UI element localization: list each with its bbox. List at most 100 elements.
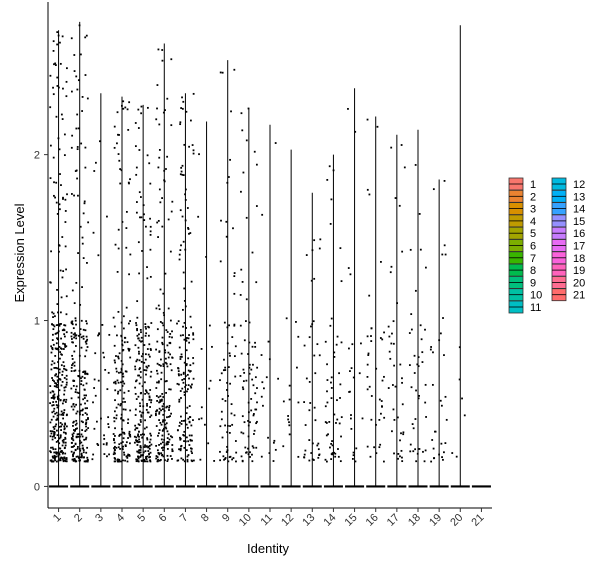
data-point (85, 394, 87, 397)
data-point (171, 356, 174, 359)
violin-group-4 (112, 96, 132, 488)
data-point (325, 434, 328, 437)
x-tick-label-3: 3 (93, 512, 106, 525)
data-point (70, 450, 73, 453)
data-point (418, 448, 421, 450)
data-point (56, 76, 59, 79)
data-point (184, 338, 187, 341)
data-point (265, 376, 268, 379)
data-point (50, 397, 53, 399)
data-point (185, 423, 188, 426)
data-point (136, 329, 138, 332)
data-point (330, 317, 333, 320)
data-point (124, 459, 126, 462)
data-point (59, 357, 61, 360)
data-point (155, 444, 158, 447)
data-point (226, 445, 228, 448)
data-point (183, 419, 185, 422)
data-point (53, 385, 56, 388)
data-point (56, 338, 59, 341)
data-point (349, 273, 352, 276)
data-point (389, 357, 392, 360)
data-point (74, 448, 77, 451)
data-point (149, 432, 152, 435)
data-point (135, 427, 138, 430)
data-point (74, 423, 77, 426)
data-point (52, 448, 55, 451)
data-point (52, 456, 54, 459)
data-point (145, 456, 147, 458)
data-point (52, 93, 55, 96)
data-point (155, 409, 158, 412)
data-point (128, 273, 130, 276)
data-point (248, 341, 251, 344)
data-point (182, 308, 184, 311)
data-point (55, 400, 58, 403)
data-point (224, 369, 227, 371)
data-point (233, 355, 236, 358)
data-point (434, 430, 436, 433)
data-point (355, 447, 358, 450)
data-point (165, 391, 167, 394)
data-point (52, 316, 54, 319)
data-point (73, 361, 76, 364)
data-point (166, 448, 169, 450)
data-point (137, 374, 140, 377)
data-point (143, 361, 146, 364)
jitter-points-14 (324, 165, 343, 463)
data-point (370, 418, 373, 421)
data-point (138, 350, 140, 353)
data-point (52, 404, 55, 406)
data-point (133, 441, 136, 444)
data-point (164, 459, 166, 462)
data-point (49, 281, 52, 284)
data-point (63, 456, 66, 459)
data-point (316, 343, 319, 346)
data-point (156, 328, 159, 331)
data-point (179, 436, 181, 439)
data-point (59, 458, 62, 461)
data-point (247, 420, 249, 422)
data-point (85, 322, 88, 325)
data-point (81, 96, 84, 98)
data-point (148, 343, 151, 346)
data-point (52, 395, 55, 398)
data-point (461, 397, 463, 400)
data-point (120, 381, 122, 384)
data-point (249, 456, 251, 458)
data-point (348, 347, 350, 350)
data-point (79, 53, 82, 56)
data-point (158, 351, 161, 353)
data-point (97, 334, 99, 337)
data-point (120, 360, 123, 362)
data-point (56, 288, 58, 291)
data-point (288, 433, 291, 436)
data-point (231, 458, 234, 461)
data-point (240, 268, 243, 271)
data-point (120, 403, 123, 405)
data-point (86, 456, 89, 459)
data-point (336, 418, 339, 421)
data-point (200, 406, 203, 409)
data-point (64, 423, 67, 426)
data-point (184, 193, 186, 196)
data-point (138, 339, 141, 342)
data-point (114, 449, 116, 452)
data-point (107, 423, 110, 425)
data-point (113, 410, 116, 413)
data-point (177, 370, 180, 373)
data-point (183, 338, 186, 341)
data-point (134, 392, 137, 395)
data-point (53, 380, 56, 383)
data-point (76, 146, 79, 148)
data-point (162, 396, 165, 398)
data-point (240, 190, 242, 193)
data-point (121, 343, 124, 346)
data-point (387, 387, 390, 389)
data-point (162, 403, 165, 405)
data-point (383, 375, 385, 378)
data-point (121, 363, 124, 366)
data-point (83, 388, 86, 391)
legend-item-6: 6 (508, 239, 536, 253)
